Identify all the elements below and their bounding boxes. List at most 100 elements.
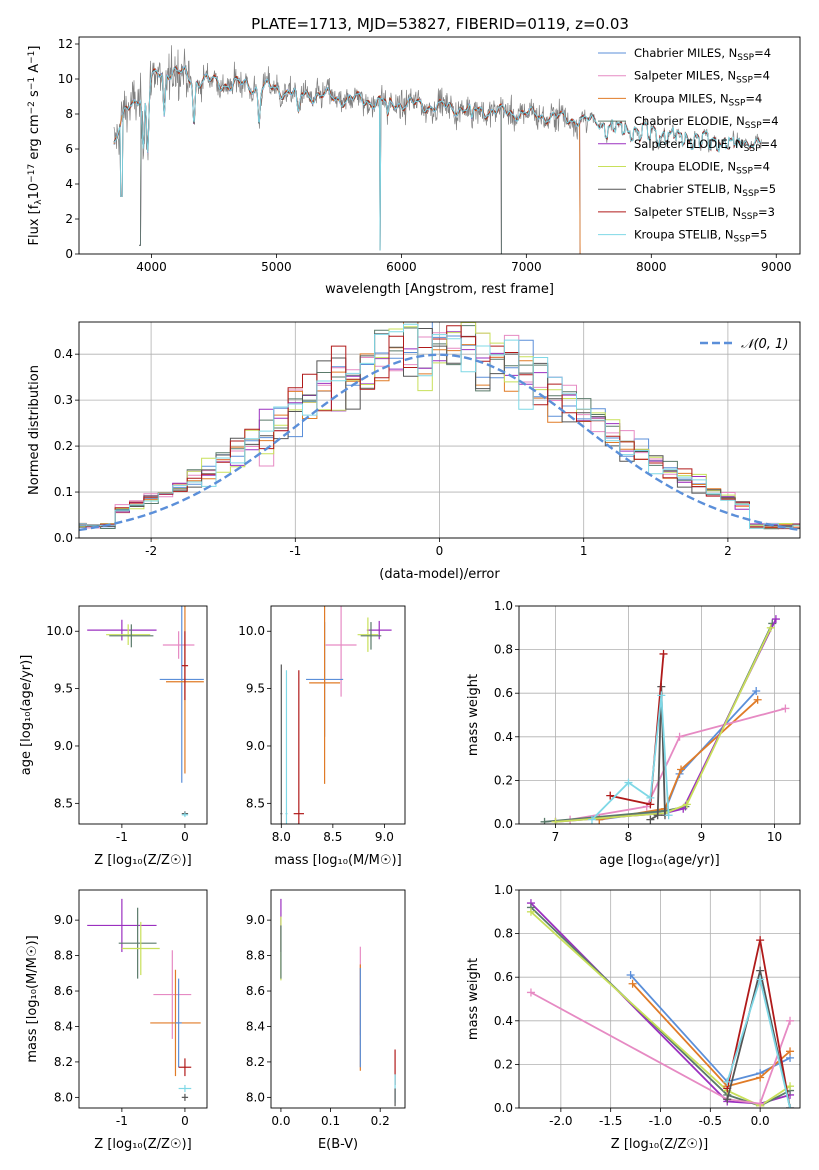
plot-area xyxy=(79,890,207,1108)
errorbar-kroupa-stelib xyxy=(178,1084,192,1093)
errorbar-salpeter-stelib xyxy=(293,670,304,824)
charts-layer: 4000 5000 6000 7000 8000 9000024681012wavelen… xyxy=(19,36,801,1152)
y-tick-label: 0.4 xyxy=(54,347,73,361)
errorbar-chabrier-miles xyxy=(159,606,204,783)
weight-marker xyxy=(624,778,633,787)
legend-label: Chabrier MILES, NSSP=4 xyxy=(634,46,771,63)
y-tick-label: 0.8 xyxy=(494,643,513,657)
errorbar-chabrier-elodie xyxy=(109,624,154,648)
model-spectrum-kroupa-stelib xyxy=(113,65,762,251)
errorbar-chabrier-miles xyxy=(175,978,182,1068)
plot-content xyxy=(87,898,201,1101)
errorbar-kroupa-stelib xyxy=(285,670,288,824)
y-tick-label: 0.1 xyxy=(54,485,73,499)
x-axis-label: E(B-V) xyxy=(318,1137,358,1152)
errorbar-salpeter-stelib xyxy=(181,631,189,701)
panel-histogram: -2 -1 0 1 2 0.0 0.1 0.2 0.3 0.4 (data-model)/error… xyxy=(27,321,801,582)
x-tick-label: 9000 xyxy=(761,260,792,274)
x-tick-label: 8.0 xyxy=(272,830,291,844)
x-axis-label: wavelength [Angstrom, rest frame] xyxy=(325,282,554,297)
x-tick-label: 4000 xyxy=(136,260,167,274)
plot-content xyxy=(280,898,396,1107)
axes-frame xyxy=(518,605,801,825)
x-tick-label: -1 xyxy=(116,1114,128,1128)
errorbar-chabrier-stelib xyxy=(280,664,283,824)
y-tick-label: 1.0 xyxy=(494,883,513,897)
x-tick-label: -1.5 xyxy=(599,1114,622,1128)
y-tick-label: 8.6 xyxy=(246,984,265,998)
weight-marker xyxy=(786,1016,795,1025)
weight-marker xyxy=(587,815,596,824)
x-axis-label: Z [log₁₀(Z/Z☉)] xyxy=(94,1137,191,1152)
errorbar-salpeter-stelib xyxy=(178,1058,192,1077)
x-tick-label: 5000 xyxy=(261,260,292,274)
panel-mass_vs_Z: -1 0 8.0 8.2 8.4 8.6 8.8 9.0 Z [log₁₀(Z/Z☉)] mass… xyxy=(25,889,208,1152)
weight-line-salpeter-miles xyxy=(530,991,791,1105)
errorbar-kroupa-elodie xyxy=(357,617,379,652)
plot-area xyxy=(79,37,800,254)
weight-marker xyxy=(551,817,560,824)
hist-step-kroupa-stelib xyxy=(79,323,800,529)
x-tick-label: -1 xyxy=(289,544,301,558)
normal-curve xyxy=(79,353,800,532)
weight-marker xyxy=(659,649,668,658)
x-tick-label: 8.5 xyxy=(323,830,342,844)
legend-label: Salpeter STELIB, NSSP=3 xyxy=(634,205,775,222)
weight-marker xyxy=(752,687,761,696)
x-tick-label: 0 xyxy=(436,544,444,558)
plot-content xyxy=(526,899,795,1108)
weight-marker xyxy=(606,791,615,800)
y-tick-label: 8.2 xyxy=(54,1055,73,1069)
panel-spectrum: 4000 5000 6000 7000 8000 9000 0 2 4 6 8 10 12 wavelen… xyxy=(27,36,801,297)
weight-marker xyxy=(723,1095,732,1104)
y-tick-label: 8.4 xyxy=(54,1019,73,1033)
y-tick-label: 10.0 xyxy=(238,624,265,638)
weight-marker xyxy=(766,623,775,632)
y-tick-label: 9.5 xyxy=(246,682,265,696)
y-tick-label: 0.0 xyxy=(494,817,513,831)
errorbar-kroupa-elodie xyxy=(106,624,151,646)
panel-weight_vs_age: 7 8 9 10 0.0 0.2 0.4 0.6 0.8 1.0 age [log₁₀(age/yr… xyxy=(466,599,801,868)
y-tick-label: 10 xyxy=(58,72,73,86)
axes-frame xyxy=(270,605,406,825)
y-tick-label: 4 xyxy=(65,177,73,191)
y-tick-label: 8.0 xyxy=(246,1090,265,1104)
legend-label: Kroupa STELIB, NSSP=5 xyxy=(634,228,767,245)
x-tick-label: 10 xyxy=(767,830,782,844)
plot-area xyxy=(271,890,405,1108)
y-axis-label: mass [log₁₀(M/M☉)] xyxy=(25,935,40,1062)
x-tick-label: 0 xyxy=(181,1114,189,1128)
x-axis-label: (data-model)/error xyxy=(379,567,500,582)
plot-content xyxy=(280,606,392,824)
axes-frame xyxy=(78,889,208,1109)
y-axis-label: mass weight xyxy=(466,674,481,756)
y-tick-label: 1.0 xyxy=(494,599,513,613)
errorbar-chabrier-elodie xyxy=(118,907,157,979)
legend-label: Chabrier ELODIE, NSSP=4 xyxy=(634,114,779,131)
y-tick-label: 0 xyxy=(65,247,73,261)
plot-content xyxy=(113,45,762,254)
errorbar-chabrier-stelib xyxy=(181,1093,189,1101)
y-tick-label: 8.2 xyxy=(246,1055,265,1069)
axes-frame xyxy=(78,605,208,825)
y-tick-label: 10.0 xyxy=(46,624,73,638)
weight-marker xyxy=(756,1073,765,1082)
weight-marker xyxy=(756,1099,765,1108)
y-tick-label: 6 xyxy=(65,142,73,156)
x-tick-label: -2.0 xyxy=(549,1114,572,1128)
x-tick-label: 9.0 xyxy=(375,830,394,844)
x-tick-label: 8 xyxy=(625,830,633,844)
errorbar-kroupa-miles xyxy=(309,606,341,784)
weight-marker xyxy=(756,975,765,984)
errorbar-kroupa-elodie xyxy=(121,921,160,976)
y-tick-label: 0.0 xyxy=(494,1101,513,1115)
x-tick-label: 0.2 xyxy=(371,1114,390,1128)
panel-age_vs_mass: 8.0 8.5 9.0 8.5 9.0 9.5 10.0 mass [log₁₀(M/M☉)] xyxy=(238,605,406,868)
y-axis-label: mass weight xyxy=(466,958,481,1040)
weight-marker xyxy=(657,691,666,700)
errorbar-salpeter-elodie xyxy=(87,619,157,641)
y-tick-label: 2 xyxy=(65,212,73,226)
x-tick-label: 7 xyxy=(552,830,560,844)
x-tick-label: 0.1 xyxy=(321,1114,340,1128)
